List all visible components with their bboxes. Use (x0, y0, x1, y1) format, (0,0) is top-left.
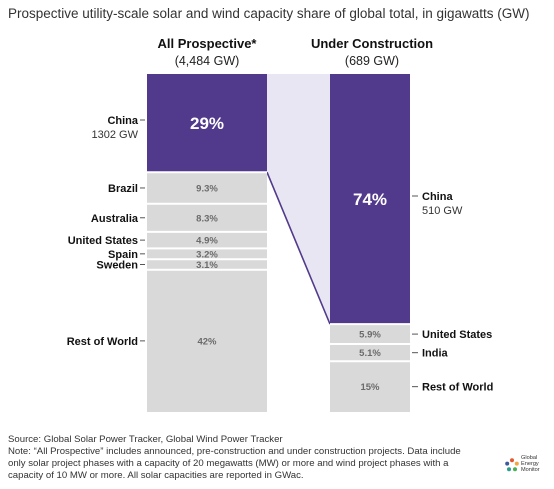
left-china-category-label: China (107, 115, 138, 127)
left-united-states-bar (147, 231, 267, 249)
note-line-2: only solar project phases with a capacit… (8, 458, 449, 469)
left-china-bar (147, 74, 267, 173)
stacked-share-chart: 29% China 1302 GW 9.3% Brazil 8.3% Australia 4.… (67, 74, 493, 412)
logo-line-3: Monitor (521, 467, 540, 474)
logo-line-2: Energy (521, 461, 539, 468)
right-china-gw-label: 510 GW (422, 205, 463, 217)
note-line-1: Note: “All Prospective” includes announc… (8, 446, 461, 457)
right-column-total: (689 GW) (344, 54, 400, 68)
right-united-states-bar (330, 324, 410, 345)
left-australia-category-label: Australia (91, 213, 139, 225)
left-brazil-category-label: Brazil (108, 183, 138, 195)
left-rest-of-world-bar (147, 269, 267, 412)
right-china-bar (330, 74, 410, 325)
left-spain-bar (147, 248, 267, 260)
right-india-value-label: 5.1% (359, 348, 381, 359)
left-united-states-value-label: 4.9% (196, 236, 218, 247)
left-spain-category-label: Spain (108, 249, 138, 261)
left-rest-of-world-category-label: Rest of World (67, 336, 138, 348)
left-united-states-category-label: United States (68, 235, 138, 247)
right-united-states-value-label: 5.9% (359, 330, 381, 341)
left-brazil-value-label: 9.3% (196, 183, 218, 194)
right-india-bar (330, 344, 410, 362)
right-china-category-label: China (422, 191, 453, 203)
right-rest-of-world-bar (330, 361, 410, 412)
left-sweden-value-label: 3.1% (196, 260, 218, 271)
source-note: Source: Global Solar Power Tracker, Glob… (8, 434, 283, 445)
china-connector-band (267, 74, 330, 325)
left-column-total: (4,484 GW) (174, 54, 240, 68)
right-china-value-label: 74% (353, 190, 387, 209)
left-sweden-bar (147, 259, 267, 270)
left-china-gw-label: 1302 GW (92, 129, 139, 141)
left-sweden-category-label: Sweden (96, 260, 138, 272)
left-column-heading: All Prospective* (157, 36, 257, 51)
left-australia-value-label: 8.3% (196, 213, 218, 224)
logo-line-1: Global (521, 455, 538, 461)
left-china-value-label: 29% (190, 114, 224, 133)
right-rest-of-world-value-label: 15% (360, 382, 380, 393)
china-connector-line (266, 171, 331, 325)
chart-title: Prospective utility-scale solar and wind… (8, 6, 530, 21)
left-rest-of-world-value-label: 42% (197, 336, 217, 347)
left-brazil-bar (147, 172, 267, 204)
global-energy-monitor-logo-icon (505, 458, 519, 472)
right-united-states-category-label: United States (422, 329, 492, 341)
left-spain-value-label: 3.2% (196, 249, 218, 260)
note-line-3: capacity of 10 MW or more. All solar cap… (8, 470, 304, 481)
right-india-category-label: India (422, 348, 449, 360)
left-australia-bar (147, 203, 267, 232)
logo-text: Global Energy Monitor (521, 455, 551, 474)
right-column-heading: Under Construction (310, 36, 434, 51)
right-rest-of-world-category-label: Rest of World (422, 382, 493, 394)
